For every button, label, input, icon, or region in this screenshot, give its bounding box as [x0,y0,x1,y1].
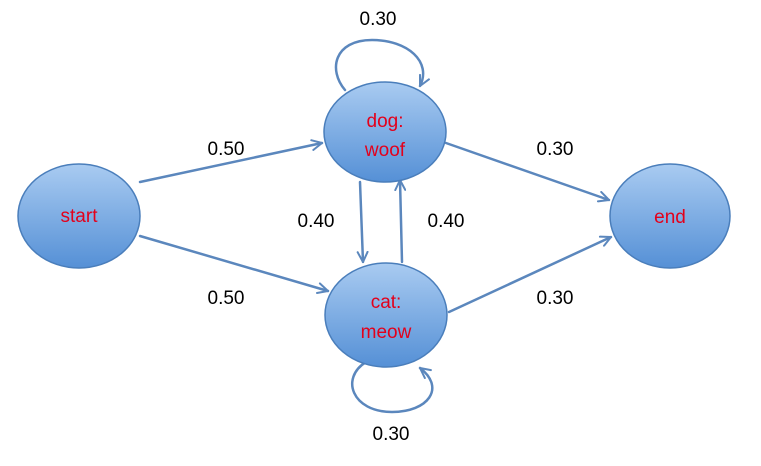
edge-start-to-dog [138,139,324,184]
edge-label-start-to-dog: 0.50 [208,139,245,160]
edge-label-cat-to-dog: 0.40 [428,211,465,232]
edge-label-dog-to-end: 0.30 [537,139,574,160]
node-cat: cat: meow [324,262,448,368]
edge-dog-self-loop [334,38,430,92]
edge-cat-to-dog [394,178,407,264]
edge-dog-to-end [444,141,611,203]
node-end-label: end [654,207,686,228]
edge-dog-to-cat [356,180,369,264]
edge-label-cat-self: 0.30 [373,424,410,445]
node-start: start [17,163,141,269]
edge-label-dog-self: 0.30 [360,9,397,30]
node-dog: dog: woof [323,81,447,183]
edge-cat-to-end [447,235,613,314]
node-dog-label-line1: dog: [367,111,404,132]
node-cat-label-line2: meow [361,322,412,343]
node-end: end [609,163,731,269]
edge-label-start-to-cat: 0.50 [208,288,245,309]
edge-label-dog-to-cat: 0.40 [298,211,335,232]
edge-start-to-cat [138,234,330,294]
node-cat-label-line1: cat: [371,292,402,313]
edge-cat-self-loop [350,360,434,414]
edge-label-cat-to-end: 0.30 [537,288,574,309]
node-dog-label-line2: woof [364,140,406,161]
node-start-label: start [61,206,99,227]
